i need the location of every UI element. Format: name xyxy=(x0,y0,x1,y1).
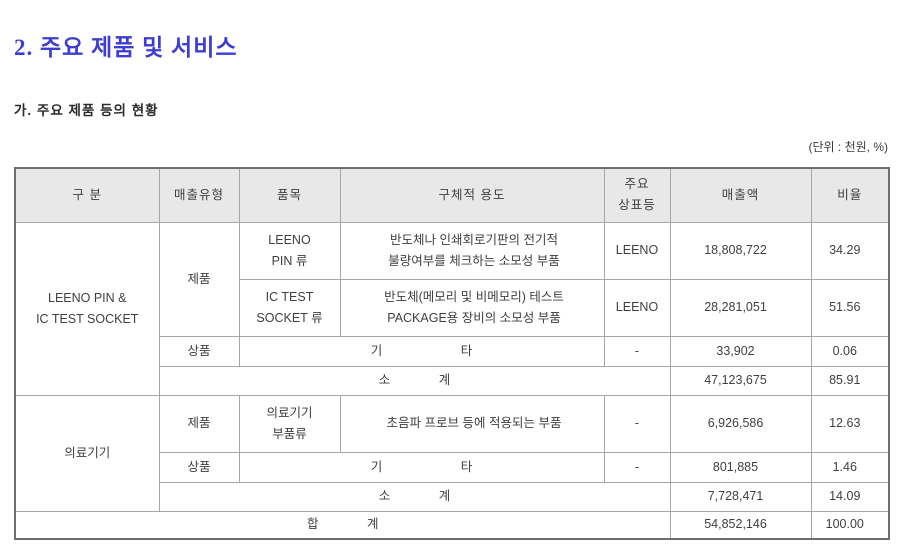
section-title: 2. 주요 제품 및 서비스 xyxy=(14,35,238,60)
cell-group2-subtotal-ratio: 14.09 xyxy=(810,481,890,512)
header-amount: 매출액 xyxy=(669,167,812,223)
cell-socket-usage: 반도체(메모리 및 비메모리) 테스트 PACKAGE용 장비의 소모성 부품 xyxy=(339,278,605,337)
cell-medical-ratio: 12.63 xyxy=(810,394,890,453)
cell-group2-subtotal-amount: 7,728,471 xyxy=(669,481,812,512)
cell-group2-name: 의료기기 xyxy=(14,394,160,512)
cell-pin-usage: 반도체나 인쇄회로기판의 전기적 불량여부를 체크하는 소모성 부품 xyxy=(339,221,605,280)
header-ratio: 비율 xyxy=(810,167,890,223)
document-page: 2. 주요 제품 및 서비스 가. 주요 제품 등의 현황 (단위 : 천원, … xyxy=(14,28,890,540)
cell-pin-ratio: 34.29 xyxy=(810,221,890,280)
cell-socket-brand: LEENO xyxy=(603,278,671,337)
products-table: 구 분 매출유형 품목 구체적 용도 주요 상표등 매출액 비율 LEENO P… xyxy=(14,167,890,540)
cell-total-amount: 54,852,146 xyxy=(669,510,812,540)
cell-group1-goods-type: 상품 xyxy=(158,335,240,367)
table-row-group1-goods: 상품 기 타 - 33,902 0.06 xyxy=(15,335,890,367)
cell-socket-amount: 28,281,051 xyxy=(669,278,812,337)
cell-medical-brand: - xyxy=(603,394,671,453)
cell-medical-usage: 초음파 프로브 등에 적용되는 부품 xyxy=(339,394,605,453)
cell-group2-subtotal-label: 소 계 xyxy=(158,481,671,512)
table-row-medical-product: 의료기기 제품 의료기기 부품류 초음파 프로브 등에 적용되는 부품 - 6,… xyxy=(14,394,890,512)
cell-group1-subtotal-ratio: 85.91 xyxy=(810,365,890,396)
cell-group2-goods-brand: - xyxy=(603,451,671,483)
header-row: 구 분 매출유형 품목 구체적 용도 주요 상표등 매출액 비율 xyxy=(14,167,890,223)
cell-group2-product-type: 제품 xyxy=(158,394,240,453)
cell-pin-item: LEENO PIN 류 xyxy=(238,221,341,280)
header-gubun: 구 분 xyxy=(14,167,160,223)
table-row-group2-subtotal: 소 계 7,728,471 14.09 xyxy=(15,481,890,512)
cell-group1-goods-ratio: 0.06 xyxy=(810,335,890,367)
cell-group1-subtotal-label: 소 계 xyxy=(158,365,671,396)
cell-group1-goods-amount: 33,902 xyxy=(669,335,812,367)
table-row-group2-goods: 상품 기 타 - 801,885 1.46 xyxy=(15,451,890,483)
header-sales-type: 매출유형 xyxy=(158,167,240,223)
cell-group1-product-type: 제품 xyxy=(158,221,240,337)
header-brand: 주요 상표등 xyxy=(603,167,671,223)
cell-group2-goods-ratio: 1.46 xyxy=(810,451,890,483)
cell-group1-goods-item: 기 타 xyxy=(238,335,605,367)
header-usage: 구체적 용도 xyxy=(339,167,605,223)
cell-pin-amount: 18,808,722 xyxy=(669,221,812,280)
cell-medical-amount: 6,926,586 xyxy=(669,394,812,453)
cell-group2-goods-amount: 801,885 xyxy=(669,451,812,483)
table-row-ic-test-socket: IC TEST SOCKET 류 반도체(메모리 및 비메모리) 테스트 PAC… xyxy=(15,278,890,337)
unit-note: (단위 : 천원, %) xyxy=(808,140,889,154)
cell-total-label: 합 계 xyxy=(14,510,671,540)
table-row-grand-total: 합 계 54,852,146 100.00 xyxy=(14,510,890,540)
cell-group2-goods-item: 기 타 xyxy=(238,451,605,483)
cell-socket-ratio: 51.56 xyxy=(810,278,890,337)
cell-socket-item: IC TEST SOCKET 류 xyxy=(238,278,341,337)
table-row-leeno-pin: LEENO PIN & IC TEST SOCKET 제품 LEENO PIN … xyxy=(14,221,890,396)
cell-group2-goods-type: 상품 xyxy=(158,451,240,483)
cell-group1-subtotal-amount: 47,123,675 xyxy=(669,365,812,396)
cell-total-ratio: 100.00 xyxy=(810,510,890,540)
header-item: 품목 xyxy=(238,167,341,223)
cell-group1-goods-brand: - xyxy=(603,335,671,367)
cell-pin-brand: LEENO xyxy=(603,221,671,280)
subsection-title: 가. 주요 제품 등의 현황 xyxy=(14,103,159,118)
cell-group1-name: LEENO PIN & IC TEST SOCKET xyxy=(14,221,160,396)
cell-medical-item: 의료기기 부품류 xyxy=(238,394,341,453)
